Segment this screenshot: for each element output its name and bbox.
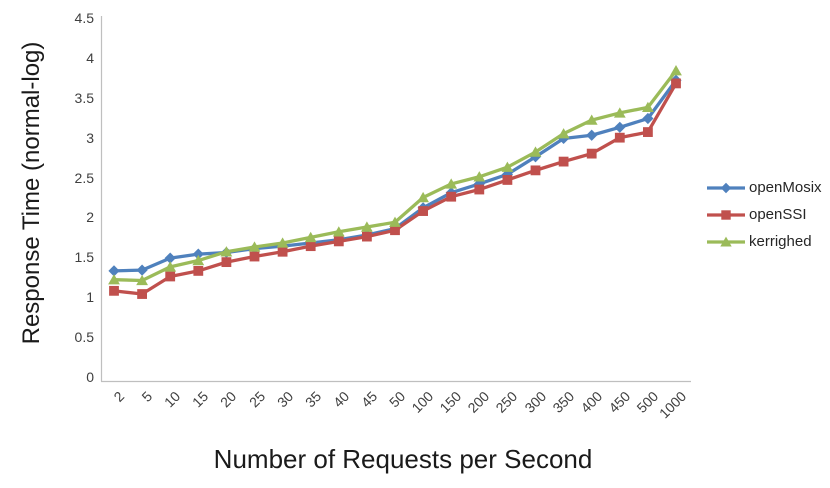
data-point-marker-openMosix — [642, 112, 654, 125]
legend-label: openMosix — [749, 179, 822, 196]
data-point-marker-kerrighed — [613, 107, 626, 118]
data-point-marker-openSSI — [249, 251, 260, 262]
data-point-marker-openSSI — [109, 285, 119, 296]
data-point-marker-openSSI — [390, 225, 400, 236]
data-point-marker-openMosix — [108, 265, 120, 277]
data-point-marker-kerrighed — [529, 146, 542, 157]
legend-label: openSSI — [749, 206, 807, 223]
data-point-marker-openMosix — [192, 248, 204, 260]
legend: openMosix openSSI kerrighed — [706, 179, 822, 250]
data-point-marker-kerrighed — [361, 221, 373, 232]
y-tick-label: 1 — [86, 289, 94, 306]
data-point-marker-openSSI — [137, 289, 147, 299]
data-point-marker-openSSI — [671, 78, 681, 89]
data-point-marker-openSSI — [446, 191, 457, 202]
data-point-marker-kerrighed — [670, 65, 682, 76]
data-point-marker-kerrighed — [276, 237, 289, 248]
data-point-marker-openSSI — [474, 184, 485, 195]
data-point-marker-openSSI — [586, 148, 597, 159]
data-point-marker-kerrighed — [473, 171, 486, 182]
data-point-marker-openSSI — [333, 236, 344, 247]
data-point-marker-openSSI — [165, 271, 176, 282]
data-point-marker-openSSI — [221, 257, 232, 268]
data-point-marker-openSSI — [277, 246, 288, 257]
data-point-marker-openSSI — [530, 165, 541, 176]
data-point-marker-kerrighed — [192, 254, 205, 266]
y-tick-label: 2 — [86, 209, 94, 226]
y-tick-label: 3.5 — [74, 89, 94, 106]
data-point-marker-kerrighed — [445, 178, 458, 189]
data-point-marker-openSSI — [643, 127, 653, 137]
legend-label: kerrighed — [749, 233, 812, 250]
data-point-marker-kerrighed — [501, 161, 514, 172]
legend-item-openSSI: openSSI — [706, 206, 822, 223]
y-tick-label: 2.5 — [74, 169, 94, 186]
y-axis-title: Response Time (normal-log) — [18, 41, 45, 345]
legend-item-openMosix: openMosix — [706, 179, 822, 196]
data-point-marker-kerrighed — [108, 274, 120, 285]
y-tick-label: 0.5 — [74, 329, 94, 346]
y-tick-label: 4 — [86, 49, 94, 66]
data-point-marker-openSSI — [558, 156, 569, 167]
legend-marker-square-icon — [707, 209, 745, 220]
y-tick-label: 1.5 — [74, 249, 94, 266]
data-point-marker-openSSI — [418, 206, 428, 216]
y-tick-label: 3 — [86, 129, 94, 146]
data-point-marker-openSSI — [502, 175, 513, 185]
data-point-marker-openSSI — [614, 132, 625, 143]
data-point-marker-openMosix — [586, 129, 598, 141]
legend-marker-diamond-icon — [707, 182, 745, 193]
data-point-marker-kerrighed — [642, 101, 654, 113]
data-point-marker-kerrighed — [585, 114, 598, 125]
data-point-marker-kerrighed — [136, 274, 148, 286]
data-point-marker-kerrighed — [164, 261, 177, 272]
data-point-marker-openMosix — [164, 252, 176, 264]
data-point-marker-openSSI — [193, 265, 204, 276]
data-point-marker-kerrighed — [220, 246, 233, 257]
data-point-marker-openMosix — [501, 168, 513, 180]
data-point-marker-openSSI — [305, 241, 316, 252]
y-tick-label: 0 — [86, 369, 94, 385]
data-point-marker-kerrighed — [389, 216, 401, 227]
legend-marker-triangle-icon — [707, 236, 745, 246]
series-line-openMosix — [112, 78, 678, 273]
x-axis-title: Number of Requests per Second — [213, 444, 593, 474]
data-point-marker-openMosix — [136, 264, 148, 276]
data-point-marker-kerrighed — [332, 226, 345, 237]
data-point-marker-openMosix — [614, 121, 626, 133]
y-tick-label: 4.5 — [74, 9, 94, 26]
data-point-marker-kerrighed — [304, 231, 317, 243]
data-point-marker-kerrighed — [248, 241, 261, 252]
data-point-marker-kerrighed — [557, 128, 570, 139]
data-point-marker-openSSI — [362, 231, 372, 242]
legend-item-kerrighed: kerrighed — [706, 233, 822, 250]
data-point-marker-kerrighed — [417, 191, 429, 203]
